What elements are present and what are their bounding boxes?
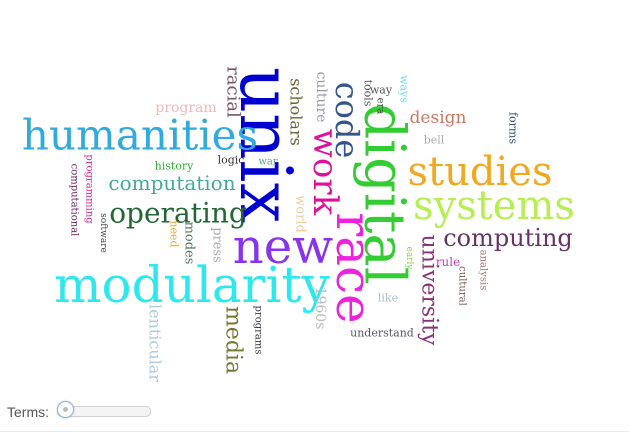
cloud-word-rule[interactable]: rule: [436, 255, 460, 269]
cloud-word-humanities[interactable]: humanities: [22, 111, 258, 160]
cloud-word-history[interactable]: history: [155, 160, 195, 173]
cloud-word-scholars[interactable]: scholars: [287, 78, 306, 146]
cloud-word-ways[interactable]: ways: [398, 75, 411, 103]
cloud-word-era[interactable]: era: [375, 98, 386, 115]
cloud-word-programs[interactable]: programs: [253, 306, 264, 355]
cloud-word-university[interactable]: university: [417, 235, 442, 347]
cloud-word-need[interactable]: need: [168, 220, 181, 247]
cloud-word-tools[interactable]: tools: [362, 80, 375, 107]
cloud-word-digital[interactable]: digital: [352, 103, 417, 284]
cloud-word-forms[interactable]: forms: [507, 112, 520, 144]
cloud-word-logic[interactable]: logic: [218, 154, 245, 167]
cloud-word-world[interactable]: world: [293, 195, 308, 233]
cloud-word-work[interactable]: work: [305, 129, 345, 216]
cloud-word-like[interactable]: like: [378, 292, 398, 305]
cloud-word-1960s[interactable]: 1960s: [312, 287, 328, 330]
cloud-word-media[interactable]: media: [221, 306, 246, 374]
cloud-word-operating[interactable]: operating: [109, 197, 247, 230]
cloud-word-computation[interactable]: computation: [108, 171, 235, 195]
cloud-word-bell[interactable]: bell: [424, 134, 445, 147]
cloud-word-lenticular[interactable]: lenticular: [146, 304, 165, 382]
cloud-word-race[interactable]: race: [325, 212, 383, 323]
cloud-word-software[interactable]: software: [98, 213, 108, 253]
cloud-word-new[interactable]: new: [233, 219, 333, 275]
cloud-word-unix[interactable]: unix: [224, 67, 308, 223]
cloud-word-early[interactable]: early: [404, 247, 414, 271]
cloud-word-systems[interactable]: systems: [413, 183, 575, 229]
cloud-word-design[interactable]: design: [410, 108, 467, 128]
cloud-word-program[interactable]: program: [155, 100, 216, 116]
cloud-word-modularity[interactable]: modularity: [54, 256, 331, 314]
terms-slider-thumb[interactable]: [57, 401, 74, 418]
cloud-word-computational[interactable]: computational: [69, 164, 80, 237]
cloud-word-racial[interactable]: racial: [223, 66, 244, 118]
cloud-word-analysis[interactable]: analysis: [478, 250, 489, 291]
cloud-word-code[interactable]: code: [328, 82, 366, 159]
divider: [0, 431, 629, 432]
terms-control: Terms:: [7, 400, 151, 424]
terms-label: Terms:: [7, 404, 49, 420]
cloud-word-computing[interactable]: computing: [443, 224, 573, 252]
cloud-word-modes[interactable]: modes: [182, 222, 197, 265]
cloud-word-studies[interactable]: studies: [408, 149, 553, 195]
cloud-word-cultural[interactable]: cultural: [457, 266, 468, 306]
cloud-word-understand[interactable]: understand: [350, 327, 414, 340]
terms-slider[interactable]: [57, 400, 151, 424]
cloud-word-programming[interactable]: programming: [84, 154, 95, 224]
cloud-word-culture[interactable]: culture: [313, 72, 329, 123]
cloud-word-way[interactable]: way: [370, 84, 393, 97]
cloud-word-war[interactable]: war: [258, 157, 278, 168]
cloud-word-press[interactable]: press: [210, 227, 225, 263]
